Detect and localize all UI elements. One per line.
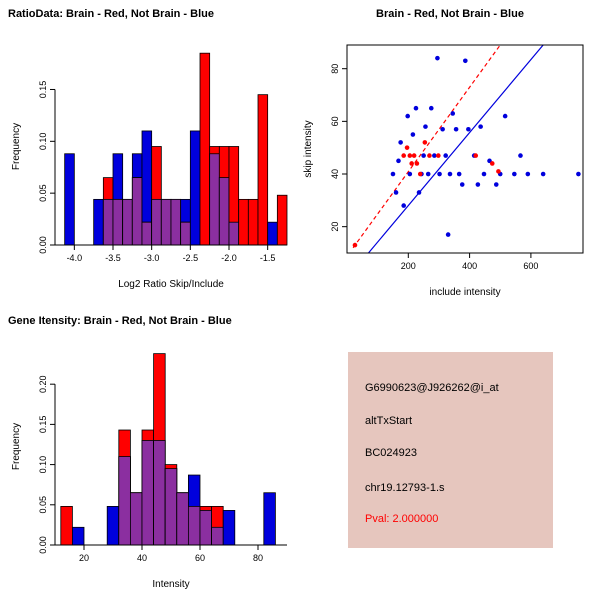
svg-text:40: 40 <box>137 553 147 563</box>
svg-text:0.00: 0.00 <box>38 536 48 554</box>
svg-text:600: 600 <box>523 261 538 271</box>
svg-text:0.15: 0.15 <box>38 416 48 434</box>
gene-pval: Pval: 2.000000 <box>365 513 439 525</box>
gene-probe-id: G6990623@J926262@i_at <box>365 382 499 394</box>
svg-text:Frequency: Frequency <box>11 123 22 170</box>
svg-text:0.05: 0.05 <box>38 184 48 202</box>
svg-text:40: 40 <box>330 169 340 179</box>
ratio-histogram-title: RatioData: Brain - Red, Not Brain - Blue <box>8 8 214 20</box>
svg-text:80: 80 <box>330 64 340 74</box>
svg-text:-2.5: -2.5 <box>183 253 199 263</box>
svg-text:400: 400 <box>462 261 477 271</box>
panel-intensity-scatter: Brain - Red, Not Brain - Blue 200 400 600 2… <box>300 0 600 300</box>
gene-accession: BC024923 <box>365 447 417 459</box>
gene-info-box: G6990623@J926262@i_at altTxStart BC02492… <box>348 352 553 548</box>
gene-intensity-histogram-chart: 20 40 60 80 0.00 0.05 0.10 0.15 0.20 Intensity Fre… <box>11 353 287 590</box>
svg-text:skip intensity: skip intensity <box>303 120 314 177</box>
svg-text:include intensity: include intensity <box>429 287 500 298</box>
svg-text:80: 80 <box>253 553 263 563</box>
ratio-histogram-chart: -4.0 -3.5 -3.0 -2.5 -2.0 -1.5 0.00 0.05 0.10 0.15… <box>11 52 288 290</box>
svg-text:200: 200 <box>401 261 416 271</box>
svg-text:-3.5: -3.5 <box>105 253 121 263</box>
gene-locus: chr19.12793-1.s <box>365 482 445 494</box>
intensity-scatter-chart: 200 400 600 20 40 60 80 include intensity skip i… <box>303 44 584 298</box>
svg-text:20: 20 <box>79 553 89 563</box>
svg-text:-1.5: -1.5 <box>260 253 276 263</box>
svg-text:0.20: 0.20 <box>38 375 48 393</box>
svg-text:Intensity: Intensity <box>152 579 189 590</box>
svg-text:-3.0: -3.0 <box>144 253 160 263</box>
scatter-title: Brain - Red, Not Brain - Blue <box>376 8 524 20</box>
gene-event-type: altTxStart <box>365 415 413 427</box>
svg-text:0.00: 0.00 <box>38 236 48 254</box>
svg-text:-2.0: -2.0 <box>221 253 237 263</box>
svg-text:0.05: 0.05 <box>38 496 48 514</box>
svg-text:0.15: 0.15 <box>38 81 48 99</box>
svg-text:60: 60 <box>330 116 340 126</box>
svg-text:Log2 Ratio Skip/Include: Log2 Ratio Skip/Include <box>118 279 224 290</box>
panel-ratio-histogram: RatioData: Brain - Red, Not Brain - Blue… <box>0 0 300 300</box>
panel-gene-intensity-histogram: Gene Itensity: Brain - Red, Not Brain - … <box>0 300 300 600</box>
svg-text:0.10: 0.10 <box>38 456 48 474</box>
svg-text:20: 20 <box>330 222 340 232</box>
gene-histogram-title: Gene Itensity: Brain - Red, Not Brain - … <box>8 315 232 327</box>
svg-text:60: 60 <box>195 553 205 563</box>
svg-text:Frequency: Frequency <box>11 423 22 470</box>
svg-text:0.10: 0.10 <box>38 133 48 151</box>
panel-gene-info: G6990623@J926262@i_at altTxStart BC02492… <box>300 300 600 600</box>
svg-text:-4.0: -4.0 <box>67 253 83 263</box>
